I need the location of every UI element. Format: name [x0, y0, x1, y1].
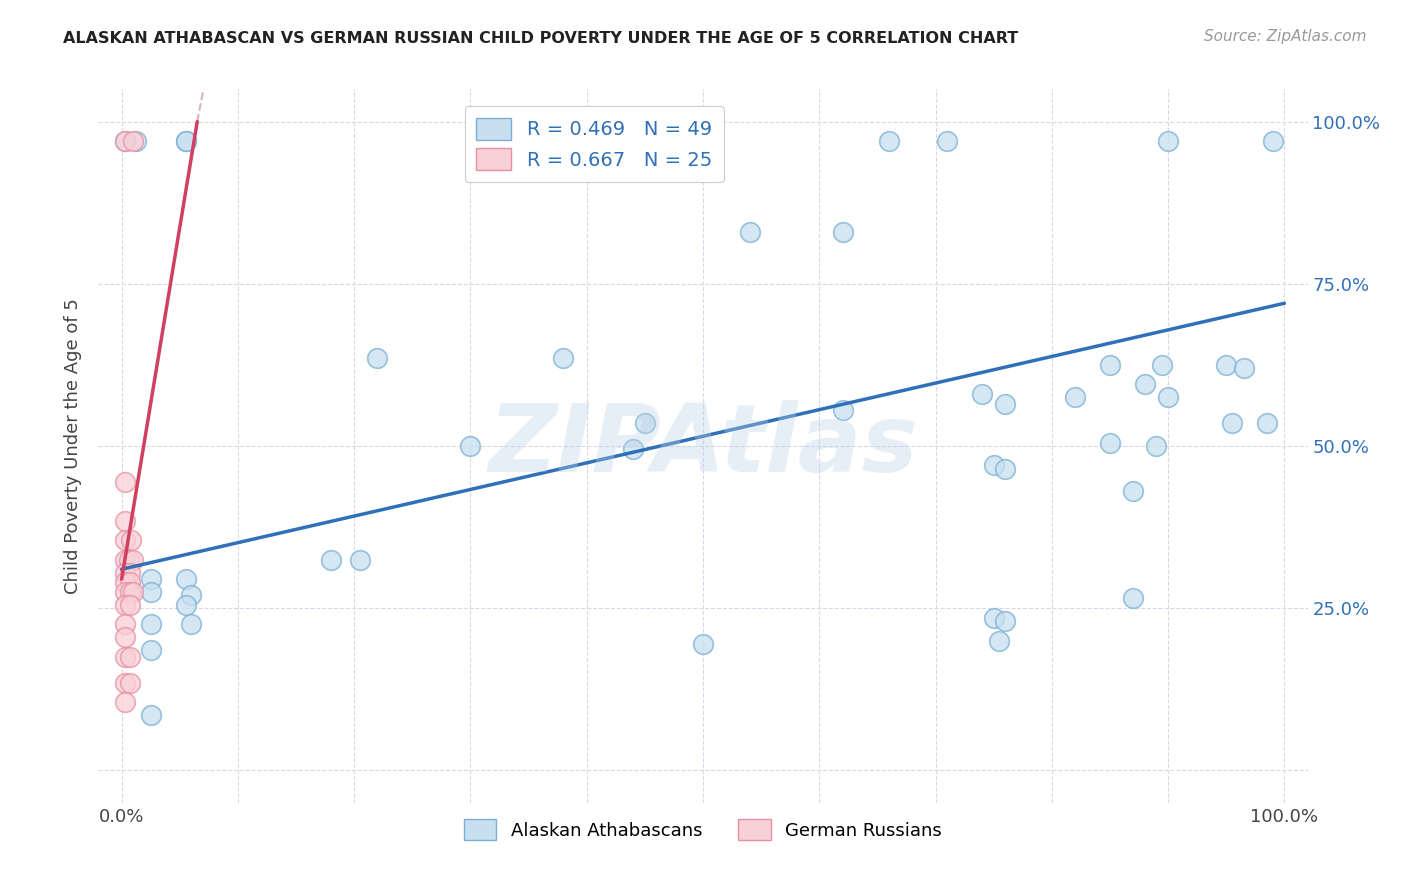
Point	[1256, 417, 1278, 431]
Point	[120, 533, 142, 547]
Point	[988, 633, 1011, 648]
Point	[118, 598, 141, 612]
Point	[831, 225, 853, 239]
Y-axis label: Child Poverty Under the Age of 5: Child Poverty Under the Age of 5	[63, 298, 82, 594]
Point	[118, 552, 141, 566]
Point	[114, 475, 136, 489]
Text: ALASKAN ATHABASCAN VS GERMAN RUSSIAN CHILD POVERTY UNDER THE AGE OF 5 CORRELATIO: ALASKAN ATHABASCAN VS GERMAN RUSSIAN CHI…	[63, 31, 1018, 46]
Point	[114, 631, 136, 645]
Point	[1064, 390, 1087, 404]
Point	[553, 351, 575, 366]
Point	[118, 575, 141, 590]
Point	[1157, 390, 1180, 404]
Point	[621, 442, 644, 457]
Point	[1152, 358, 1174, 372]
Point	[139, 617, 162, 632]
Point	[114, 617, 136, 632]
Point	[114, 134, 136, 148]
Point	[738, 225, 761, 239]
Point	[114, 649, 136, 664]
Point	[983, 611, 1005, 625]
Point	[1122, 591, 1144, 606]
Point	[692, 134, 714, 148]
Point	[122, 585, 145, 599]
Point	[1098, 435, 1121, 450]
Point	[1233, 361, 1256, 376]
Point	[139, 708, 162, 723]
Point	[114, 575, 136, 590]
Point	[114, 585, 136, 599]
Point	[994, 614, 1017, 628]
Point	[1157, 134, 1180, 148]
Point	[174, 134, 197, 148]
Point	[831, 403, 853, 417]
Point	[118, 585, 141, 599]
Point	[1215, 358, 1237, 372]
Point	[118, 675, 141, 690]
Point	[349, 552, 371, 566]
Point	[124, 134, 146, 148]
Point	[114, 566, 136, 580]
Point	[118, 566, 141, 580]
Point	[118, 649, 141, 664]
Point	[122, 134, 145, 148]
Point	[936, 134, 959, 148]
Point	[319, 552, 342, 566]
Point	[994, 397, 1017, 411]
Point	[460, 439, 482, 453]
Point	[122, 552, 145, 566]
Point	[114, 695, 136, 709]
Point	[114, 514, 136, 528]
Point	[366, 351, 388, 366]
Point	[994, 461, 1017, 475]
Point	[180, 588, 202, 602]
Text: ZIPAtlas: ZIPAtlas	[488, 400, 918, 492]
Point	[634, 417, 657, 431]
Point	[174, 598, 197, 612]
Text: Source: ZipAtlas.com: Source: ZipAtlas.com	[1204, 29, 1367, 44]
Point	[114, 598, 136, 612]
Point	[139, 643, 162, 657]
Point	[877, 134, 900, 148]
Point	[1220, 417, 1243, 431]
Point	[1133, 377, 1156, 392]
Point	[174, 134, 197, 148]
Point	[1144, 439, 1167, 453]
Point	[114, 134, 136, 148]
Point	[1098, 358, 1121, 372]
Point	[180, 617, 202, 632]
Point	[174, 572, 197, 586]
Point	[970, 387, 993, 401]
Point	[139, 585, 162, 599]
Point	[114, 533, 136, 547]
Point	[983, 458, 1005, 473]
Point	[139, 572, 162, 586]
Point	[692, 637, 714, 651]
Point	[1122, 484, 1144, 499]
Point	[1261, 134, 1284, 148]
Point	[114, 675, 136, 690]
Legend: Alaskan Athabascans, German Russians: Alaskan Athabascans, German Russians	[457, 812, 949, 847]
Point	[114, 552, 136, 566]
